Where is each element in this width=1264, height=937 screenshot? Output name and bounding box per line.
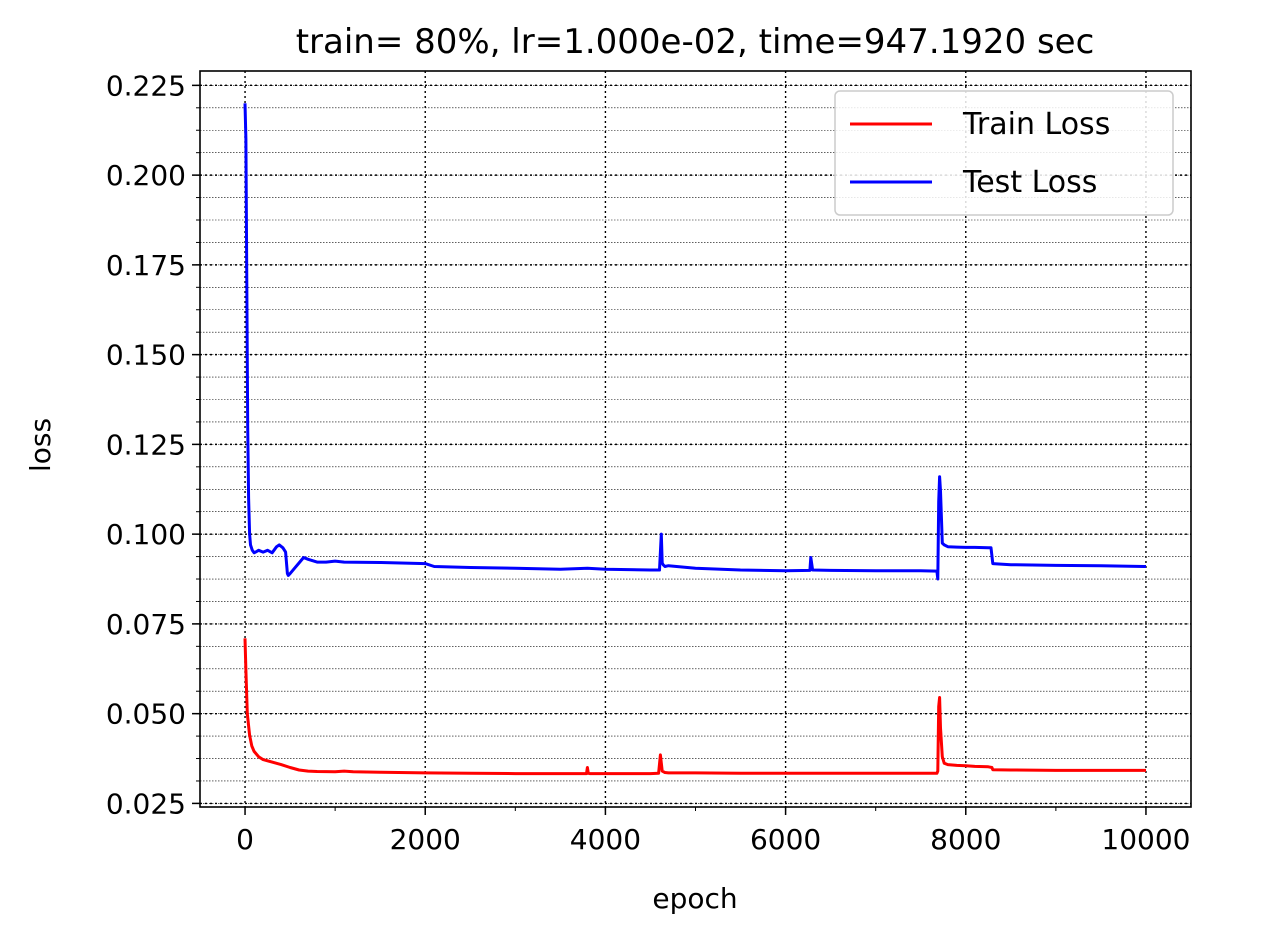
y-tick-label: 0.025 <box>106 787 186 820</box>
y-tick-label: 0.175 <box>106 249 186 282</box>
y-tick-label: 0.100 <box>106 518 186 551</box>
legend-box <box>834 90 1174 216</box>
x-tick-label: 10000 <box>1101 823 1190 856</box>
y-tick-label: 0.075 <box>106 608 186 641</box>
series-line-1 <box>243 103 1147 581</box>
x-tick-label: 8000 <box>930 823 1001 856</box>
y-tick-label: 0.125 <box>106 428 186 461</box>
x-tick-label: 2000 <box>390 823 461 856</box>
series-line-0 <box>243 638 1146 776</box>
x-tick-label: 6000 <box>750 823 821 856</box>
legend-label: Test Loss <box>962 165 1097 200</box>
series-layer <box>243 103 1147 776</box>
y-tick-label: 0.150 <box>106 339 186 372</box>
y-tick-label: 0.050 <box>106 698 186 731</box>
x-axis-label: epoch <box>652 882 737 915</box>
major-grid <box>200 71 1191 807</box>
x-tick-label: 0 <box>236 823 254 856</box>
y-tick-label: 0.225 <box>106 69 186 102</box>
ticks-layer: 0.025 0.050 0.075 0.100 0.125 0.150 0.175 0.200… <box>106 69 1191 856</box>
y-tick-label: 0.200 <box>106 159 186 192</box>
x-tick-label: 4000 <box>570 823 641 856</box>
legend-label: Train Loss <box>962 107 1110 142</box>
y-axis-label: loss <box>24 418 57 472</box>
legend: Train Loss Test Loss <box>834 90 1174 216</box>
chart-title: train= 80%, lr=1.000e-02, time=947.1920 … <box>296 22 1095 62</box>
